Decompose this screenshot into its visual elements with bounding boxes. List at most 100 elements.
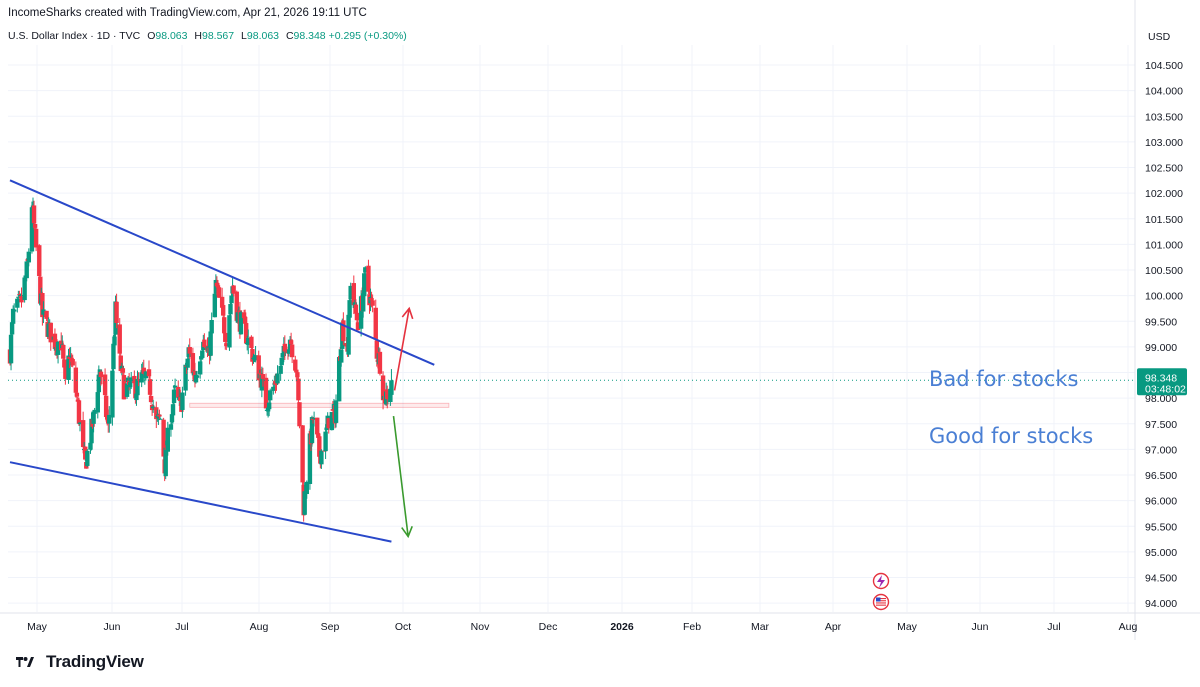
candle-body bbox=[243, 323, 249, 344]
candle-body bbox=[111, 343, 116, 370]
close-value: 98.348 bbox=[293, 30, 326, 42]
support-zone bbox=[189, 402, 450, 408]
y-tick-label: 101.500 bbox=[1145, 214, 1183, 226]
candle-body bbox=[302, 491, 307, 515]
candle-body bbox=[354, 312, 360, 321]
candle-body bbox=[44, 310, 49, 319]
candle-body bbox=[80, 420, 86, 448]
candle-body bbox=[127, 382, 133, 388]
candle-body bbox=[336, 357, 342, 402]
candle-body bbox=[266, 402, 272, 410]
change-value: +0.295 (+0.30%) bbox=[328, 30, 407, 42]
candle-body bbox=[146, 369, 152, 377]
candle-body bbox=[141, 367, 146, 374]
candle-body bbox=[193, 375, 199, 383]
trendline-upper bbox=[9, 179, 435, 366]
brand-name: TradingView bbox=[46, 652, 144, 671]
x-tick-label: Mar bbox=[751, 621, 770, 633]
currency-label[interactable]: USD bbox=[1148, 31, 1171, 43]
candle-body bbox=[10, 308, 16, 324]
candle-body bbox=[91, 411, 96, 424]
candle-body bbox=[259, 375, 265, 391]
candle-body bbox=[169, 414, 175, 423]
candle-body bbox=[22, 277, 27, 301]
candle-body bbox=[148, 395, 154, 403]
candle-body bbox=[26, 251, 32, 263]
candle-body bbox=[326, 418, 331, 429]
lightning-event-icon[interactable] bbox=[872, 572, 890, 590]
y-tick-label: 102.500 bbox=[1145, 163, 1183, 175]
tradingview-brand[interactable]: TradingView bbox=[10, 652, 144, 672]
candle-body bbox=[209, 319, 214, 334]
low-value: 98.063 bbox=[246, 30, 280, 42]
candle-body bbox=[374, 340, 379, 359]
candle-body bbox=[200, 350, 205, 358]
attribution-text: IncomeSharks created with TradingView.co… bbox=[8, 7, 367, 19]
candle-body bbox=[110, 370, 115, 418]
x-tick-label: 2026 bbox=[610, 621, 634, 633]
candle-body bbox=[85, 450, 90, 466]
candle-body bbox=[16, 296, 21, 298]
candle-body bbox=[120, 368, 126, 373]
candle-body bbox=[73, 367, 79, 393]
candle-body bbox=[279, 357, 284, 366]
candle-body bbox=[150, 406, 156, 409]
candle-body bbox=[309, 417, 315, 444]
candle-body bbox=[24, 261, 29, 279]
candle-body bbox=[250, 348, 255, 362]
candle-body bbox=[172, 385, 178, 388]
candle-body bbox=[143, 371, 149, 379]
x-tick-label: Jun bbox=[104, 621, 121, 633]
flag-event-icon[interactable] bbox=[872, 593, 890, 611]
candle-body bbox=[99, 375, 105, 377]
candle-body bbox=[341, 320, 346, 342]
grid bbox=[8, 45, 1135, 612]
candle-body bbox=[363, 267, 368, 273]
x-tick-label: Apr bbox=[825, 621, 842, 633]
candle-body bbox=[223, 332, 228, 342]
candle-body bbox=[76, 400, 82, 424]
candle-body bbox=[224, 343, 229, 347]
candle-body bbox=[231, 285, 236, 294]
candle-body bbox=[275, 373, 280, 384]
candle-body bbox=[124, 383, 130, 397]
candle-body bbox=[288, 340, 294, 345]
candle-body bbox=[242, 316, 248, 324]
open-value: 98.063 bbox=[155, 30, 188, 42]
open-label: O bbox=[147, 30, 156, 42]
flag-stripe bbox=[876, 602, 886, 604]
candle-body bbox=[315, 417, 320, 435]
candle-body bbox=[74, 392, 80, 397]
y-tick-label: 101.000 bbox=[1145, 239, 1183, 251]
candle-body bbox=[154, 407, 159, 420]
candle-body bbox=[347, 300, 352, 318]
candle-body bbox=[289, 344, 295, 358]
candle-body bbox=[96, 374, 102, 393]
arrow-up-shaft bbox=[393, 308, 410, 391]
candle-body bbox=[212, 293, 218, 318]
candle-body bbox=[31, 205, 37, 224]
x-tick-label: Oct bbox=[395, 621, 411, 633]
candle-body bbox=[52, 333, 58, 349]
candle-body bbox=[11, 309, 17, 312]
high-label: H bbox=[194, 30, 202, 42]
y-tick-label: 103.000 bbox=[1145, 137, 1183, 149]
candle-body bbox=[107, 414, 112, 424]
candle-body bbox=[103, 395, 109, 418]
candle-body bbox=[18, 294, 23, 297]
candle-body bbox=[295, 372, 300, 378]
candle-body bbox=[183, 364, 188, 391]
candle-body bbox=[147, 379, 153, 395]
y-tick-label: 94.000 bbox=[1145, 598, 1177, 610]
x-tick-label: Aug bbox=[250, 621, 269, 633]
x-tick-label: Sep bbox=[321, 621, 340, 633]
candle-body bbox=[260, 374, 266, 379]
low-label: L bbox=[241, 30, 247, 42]
candle-body bbox=[33, 228, 39, 248]
candle-body bbox=[66, 355, 71, 380]
candle-body bbox=[373, 307, 378, 340]
x-tick-label: Jun bbox=[972, 621, 989, 633]
candle-body bbox=[229, 295, 234, 304]
